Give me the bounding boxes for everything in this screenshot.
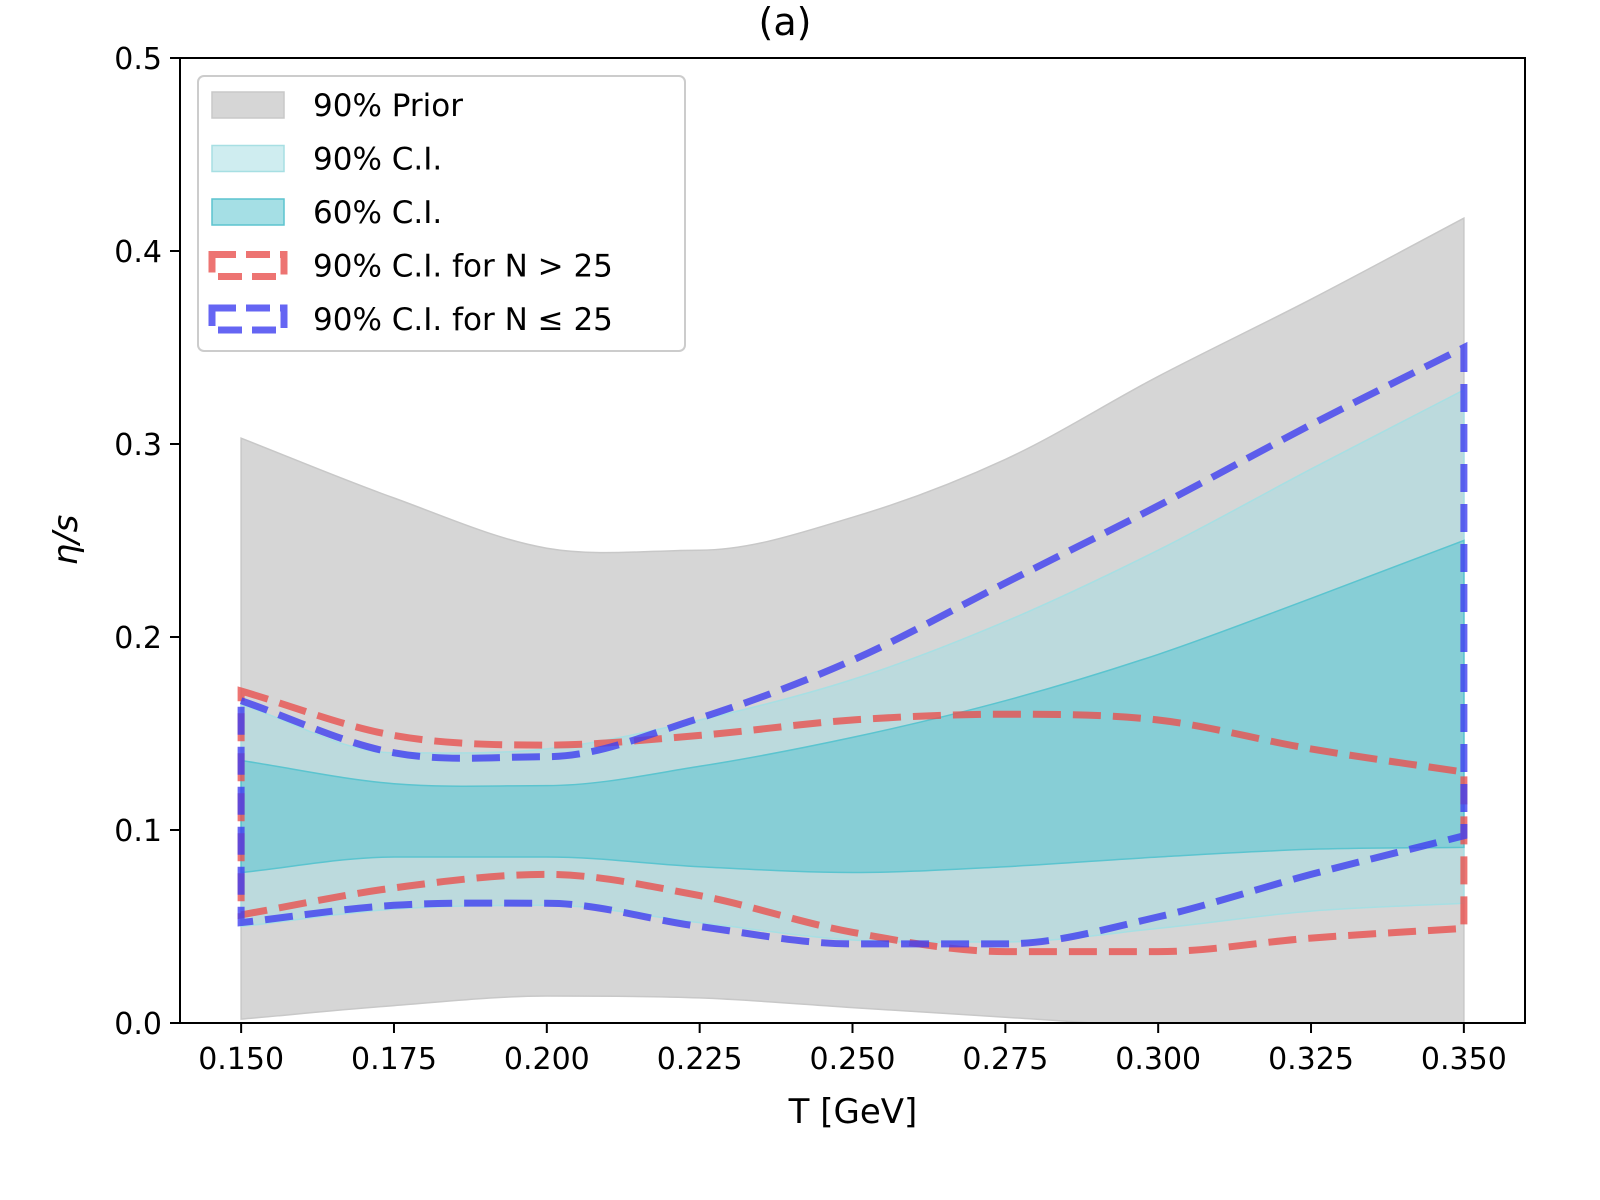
x-tick-label: 0.250 [810, 1042, 896, 1077]
y-tick-label: 0.3 [114, 428, 162, 463]
legend-label: 60% C.I. [313, 195, 442, 231]
x-tick-label: 0.325 [1268, 1042, 1354, 1077]
y-tick-label: 0.2 [114, 621, 162, 656]
y-tick-label: 0.5 [114, 42, 162, 77]
plot-area [237, 216, 1468, 1023]
x-tick-label: 0.175 [351, 1042, 437, 1077]
x-tick-label: 0.150 [198, 1042, 284, 1077]
y-axis-label: η/s [46, 515, 86, 566]
band-60-c-i [240, 539, 1465, 874]
chart-title: (a) [759, 0, 812, 44]
x-tick-label: 0.350 [1421, 1042, 1507, 1077]
legend-swatch [211, 91, 285, 119]
legend-swatch [208, 251, 288, 280]
legend: 90% Prior 90% C.I. 60% C.I. 90% C.I. for N … [197, 75, 686, 352]
axes: 0.150 0.175 0.200 0.225 0.250 0.275 0.300 0.325… [114, 42, 1526, 1077]
x-tick-label: 0.300 [1115, 1042, 1201, 1077]
x-tick-label: 0.200 [504, 1042, 590, 1077]
y-tick-label: 0.4 [114, 235, 162, 270]
legend-swatch [211, 198, 285, 226]
outline-90-c-i-for-n-25-gt [237, 686, 1468, 956]
legend-label: 90% C.I. for N ≤ 25 [313, 302, 613, 338]
legend-box [197, 75, 686, 352]
x-tick-label: 0.225 [657, 1042, 743, 1077]
legend-label: 90% C.I. [313, 142, 442, 178]
y-tick-label: 0.0 [114, 1007, 162, 1042]
legend-label: 90% Prior [313, 88, 463, 124]
outline-90-c-i-for-n-25-le [237, 341, 1468, 948]
x-axis-label: T [GeV] [788, 1092, 918, 1132]
legend-swatch [211, 144, 285, 173]
legend-label: 90% C.I. for N > 25 [313, 249, 613, 285]
x-tick-label: 0.275 [962, 1042, 1048, 1077]
legend-swatch [208, 304, 288, 334]
y-tick-label: 0.1 [114, 814, 162, 849]
